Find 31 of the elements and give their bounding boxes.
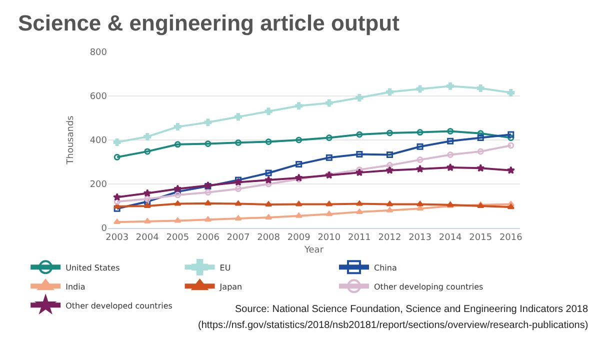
legend-label: EU [220,263,231,272]
x-tick-label: 2009 [287,232,311,243]
x-tick-label: 2010 [318,232,341,243]
x-tick-label: 2007 [226,232,250,243]
y-tick-label: 0 [101,224,108,234]
x-tick-label: 2014 [438,232,462,243]
x-tick-label: 2013 [408,232,432,243]
y-axis-title: Thousands [66,115,76,166]
x-tick-label: 2008 [257,232,280,243]
x-tick-label: 2005 [166,232,190,243]
x-tick-label: 2004 [136,232,160,243]
y-tick-label: 800 [90,48,108,58]
chart-title: Science & engineering article output [18,10,400,36]
x-tick-label: 2012 [378,232,402,243]
legend-label: India [66,282,86,292]
y-tick-label: 200 [90,180,108,190]
x-axis-title: Year [303,246,324,256]
legend-label: China [374,263,397,272]
text: (https://nsf.gov/statistics/2018/nsb20181/report/sections/overview/research-publications) [198,320,588,331]
x-tick-label: 2015 [469,232,492,243]
legend-label: Japan [218,282,242,292]
x-tick-label: 2006 [196,232,220,243]
x-tick-label: 2003 [106,232,129,243]
legend-label: Other developed countries [66,301,172,310]
x-tick-label: 2016 [499,232,523,243]
x-tick-label: 2011 [348,232,371,243]
source-note: Source: National Science Foundation, Science and Engineering Indicators 2018 [235,304,588,315]
legend-label: Other developing countries [374,282,484,292]
y-tick-label: 600 [90,92,108,102]
y-tick-label: 400 [90,136,108,146]
legend-label: United States [66,263,120,272]
